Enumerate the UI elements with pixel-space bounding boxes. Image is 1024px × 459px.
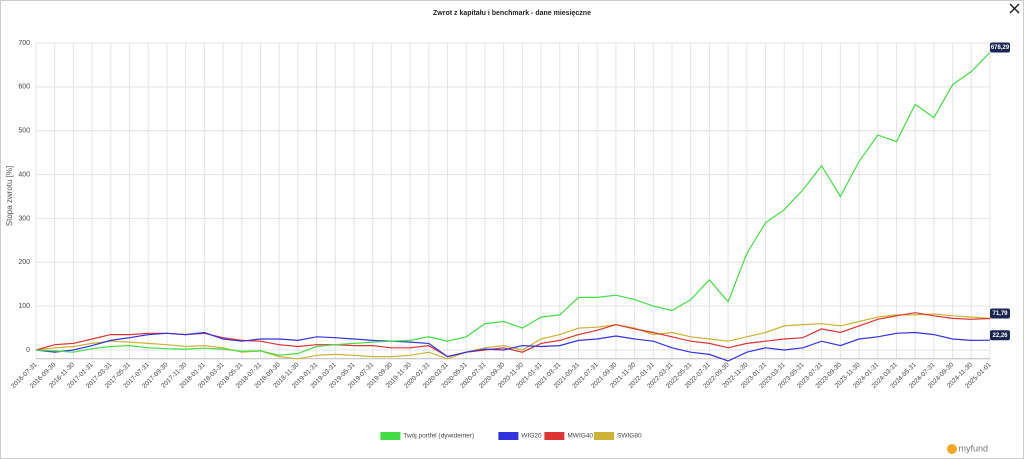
end-value-box bbox=[990, 330, 1010, 341]
brand-logo: myfund bbox=[958, 443, 988, 453]
brand-icon bbox=[947, 444, 957, 454]
y-tick-label: 100 bbox=[18, 303, 30, 310]
legend-swatch bbox=[498, 432, 519, 440]
end-value-box bbox=[990, 308, 1010, 319]
legend-swatch bbox=[594, 432, 614, 440]
y-tick-label: 500 bbox=[18, 128, 30, 135]
series-line bbox=[35, 52, 991, 356]
legend-label: Twój portfel (dywidenter) bbox=[403, 433, 474, 440]
end-value-label: 71,79 bbox=[992, 311, 1008, 317]
legend-label: MWIG40 bbox=[567, 433, 593, 440]
y-tick-label: 0 bbox=[26, 347, 30, 354]
legend-label: WIG20 bbox=[521, 433, 542, 440]
y-tick-label: 300 bbox=[18, 215, 30, 222]
y-tick-label: 200 bbox=[18, 259, 30, 266]
end-value-label: 22,26 bbox=[992, 333, 1008, 339]
legend-label: SWIG80 bbox=[617, 433, 642, 440]
chart-title: Zwrot z kapitału i benchmark - dane mies… bbox=[433, 10, 591, 17]
legend-swatch bbox=[380, 432, 401, 440]
y-tick-label: 400 bbox=[18, 171, 30, 178]
end-value-box bbox=[990, 42, 1010, 53]
y-tick-label: 600 bbox=[18, 84, 30, 91]
end-value-label: 678,29 bbox=[991, 45, 1010, 51]
legend-swatch bbox=[544, 432, 565, 440]
y-axis-label: Stopa zwrotu [%] bbox=[5, 166, 14, 226]
series-line bbox=[35, 331, 991, 362]
expand-icon[interactable] bbox=[1009, 3, 1020, 14]
y-tick-label: 700 bbox=[18, 40, 30, 47]
